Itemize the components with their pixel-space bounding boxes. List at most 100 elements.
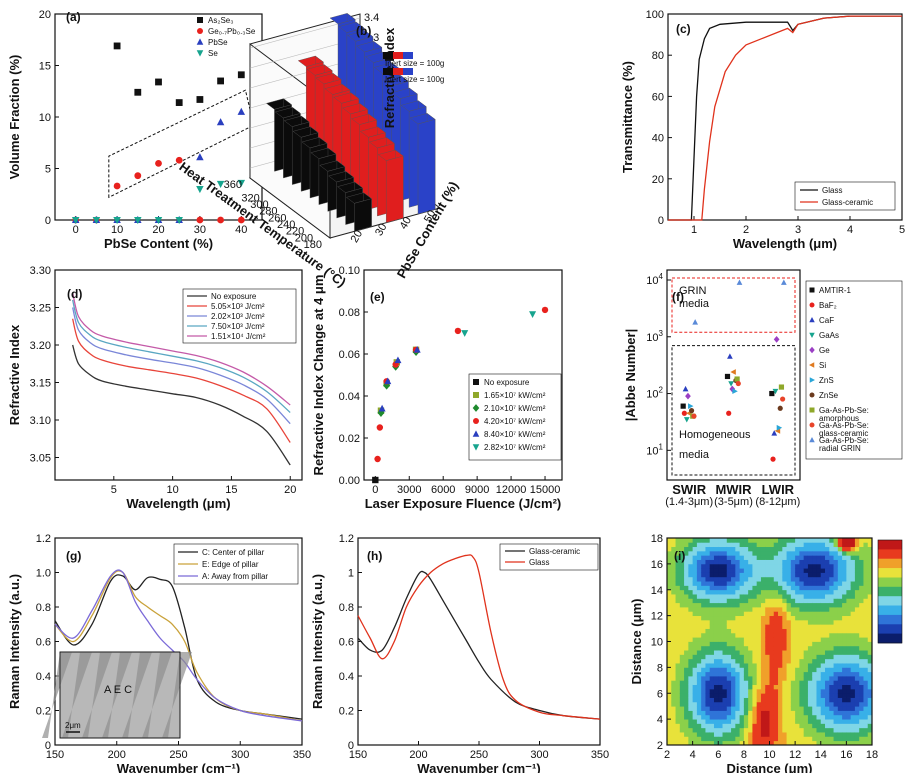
contour-cell	[765, 550, 770, 556]
contour-cell	[859, 719, 864, 724]
data-point	[134, 172, 142, 180]
contour-cell	[786, 688, 792, 694]
contour-cell	[722, 550, 728, 556]
contour-cell	[692, 559, 698, 565]
contour-cell	[807, 650, 813, 655]
contour-cell	[743, 550, 749, 556]
contour-cell	[705, 723, 711, 729]
contour-cell	[782, 706, 787, 711]
contour-cell	[739, 706, 745, 711]
contour-cell	[718, 680, 723, 686]
data-point	[730, 369, 736, 375]
contour-cell	[718, 563, 723, 569]
data-point	[772, 388, 779, 395]
contour-cell	[825, 598, 830, 604]
contour-cell	[825, 671, 830, 677]
contour-cell	[825, 667, 830, 673]
contour-cell	[688, 632, 694, 638]
contour-cell	[803, 736, 809, 742]
contour-cell	[756, 615, 762, 621]
contour-cell	[803, 581, 809, 586]
contour-cell	[705, 671, 711, 677]
contour-cell	[718, 714, 723, 720]
contour-cell	[696, 706, 702, 711]
contour-cell	[820, 581, 826, 586]
colorbar	[877, 539, 903, 644]
contour-cell	[820, 697, 826, 703]
x-category-sublabel: (3-5μm)	[714, 496, 753, 508]
contour-cell	[846, 676, 852, 681]
contour-cell	[696, 719, 702, 724]
inset-stripe	[162, 652, 192, 738]
contour-cell	[726, 628, 732, 634]
contour-cell	[833, 723, 839, 729]
contour-cell	[786, 671, 792, 677]
contour-cell	[833, 555, 839, 560]
contour-cell	[756, 611, 762, 617]
x-tick-label: 320	[241, 192, 259, 204]
contour-cell	[713, 542, 719, 548]
contour-cell	[696, 594, 702, 599]
contour-cell	[850, 546, 856, 552]
contour-cell	[807, 628, 813, 634]
annotation-media: media	[679, 298, 710, 310]
contour-cell	[842, 563, 847, 569]
contour-cell	[782, 546, 787, 552]
highlight-box	[108, 89, 255, 199]
contour-cell	[850, 585, 856, 591]
contour-cell	[833, 736, 839, 742]
contour-cell	[735, 740, 740, 746]
contour-cell	[667, 546, 672, 552]
contour-cell	[760, 628, 766, 634]
data-point	[196, 216, 204, 224]
contour-cell	[863, 598, 869, 604]
contour-cell	[765, 680, 770, 686]
legend-label: Inert size = 100g	[385, 59, 444, 68]
contour-cell	[799, 581, 805, 586]
contour-cell	[726, 667, 732, 673]
contour-cell	[718, 572, 723, 578]
contour-cell	[799, 607, 805, 612]
contour-cell	[760, 619, 766, 625]
contour-cell	[790, 714, 796, 720]
contour-cell	[769, 688, 775, 694]
contour-cell	[863, 615, 869, 621]
contour-cell	[739, 663, 745, 668]
contour-cell	[825, 710, 830, 716]
contour-cell	[760, 598, 766, 604]
contour-cell	[778, 555, 783, 560]
contour-cell	[696, 701, 702, 707]
contour-cell	[743, 719, 749, 724]
contour-cell	[825, 719, 830, 724]
contour-cell	[833, 658, 839, 664]
contour-cell	[867, 632, 873, 638]
contour-cell	[765, 542, 770, 548]
contour-cell	[688, 602, 694, 608]
contour-cell	[748, 732, 753, 737]
contour-cell	[713, 598, 719, 604]
contour-cell	[842, 624, 847, 629]
contour-cell	[859, 671, 864, 677]
contour-cell	[807, 658, 813, 664]
contour-cell	[859, 581, 864, 586]
contour-cell	[812, 645, 817, 651]
contour-cell	[867, 589, 873, 595]
contour-cell	[833, 684, 839, 690]
contour-cell	[854, 719, 860, 724]
contour-cell	[718, 671, 723, 677]
contour-cell	[684, 594, 689, 599]
contour-cell	[743, 637, 749, 642]
contour-cell	[739, 619, 745, 625]
contour-cell	[825, 576, 830, 582]
contour-cell	[726, 559, 732, 565]
chart-b-3d-refractive-index: 2.82.93.03.13.23.33.41802002202402602803…	[176, 12, 461, 290]
contour-cell	[782, 667, 787, 673]
contour-cell	[718, 663, 723, 668]
contour-cell	[846, 693, 852, 698]
contour-cell	[705, 568, 711, 573]
contour-cell	[692, 680, 698, 686]
contour-cell	[812, 589, 817, 595]
legend-label: ZnSe	[819, 391, 839, 400]
contour-cell	[726, 740, 732, 746]
legend-box	[499, 543, 599, 571]
